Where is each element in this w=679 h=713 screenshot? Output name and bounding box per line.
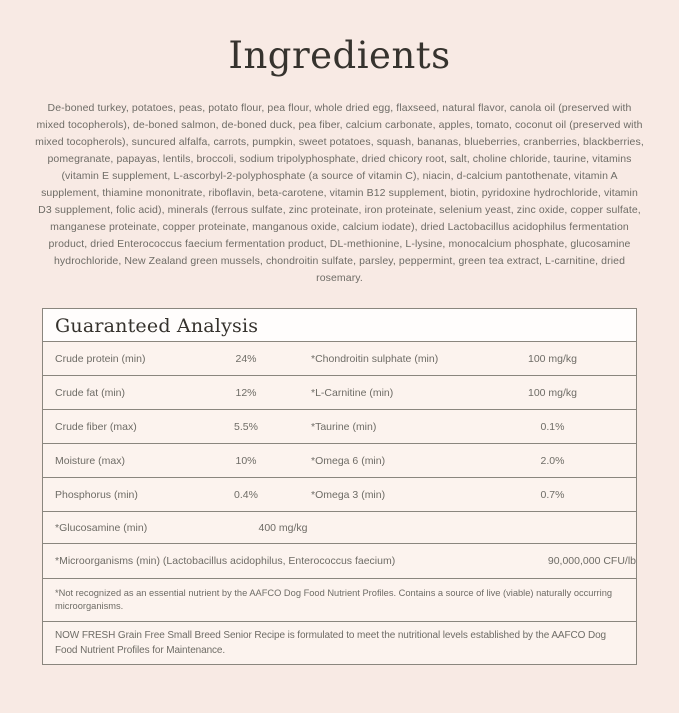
row-label-right: *Taurine (min) — [311, 420, 377, 433]
analysis-row-crude-fiber: Crude fiber (max) 5.5% *Taurine (min) 0.… — [43, 410, 636, 444]
row-label-right: *L-Carnitine (min) — [311, 386, 394, 399]
analysis-row-moisture: Moisture (max) 10% *Omega 6 (min) 2.0% — [43, 444, 636, 478]
row-value-left: 400 mg/kg — [258, 521, 308, 534]
analysis-row-phosphorus: Phosphorus (min) 0.4% *Omega 3 (min) 0.7… — [43, 478, 636, 512]
row-value-right: 0.7% — [540, 488, 565, 501]
guaranteed-analysis-panel: Guaranteed Analysis Crude protein (min) … — [42, 308, 637, 665]
row-label-left: Phosphorus (min) — [55, 488, 138, 501]
row-label-right: *Omega 6 (min) — [311, 454, 386, 467]
row-label-left: *Microorganisms (min) (Lactobacillus aci… — [55, 555, 396, 567]
analysis-row-microorganisms: *Microorganisms (min) (Lactobacillus aci… — [43, 544, 636, 579]
row-label-left: Crude protein (min) — [55, 352, 146, 365]
row-label-left: Crude fiber (max) — [55, 420, 137, 433]
row-value-right: 100 mg/kg — [527, 386, 578, 399]
row-value-right: 0.1% — [540, 420, 565, 433]
row-value-right: 2.0% — [540, 454, 565, 467]
row-label-right: *Omega 3 (min) — [311, 488, 386, 501]
ingredients-paragraph: De-boned turkey, potatoes, peas, potato … — [35, 102, 644, 284]
product-label-page: Ingredients De-boned turkey, potatoes, p… — [0, 34, 679, 713]
row-value-left: 5.5% — [234, 420, 258, 433]
analysis-row-crude-protein: Crude protein (min) 24% *Chondroitin sul… — [43, 342, 636, 376]
analysis-row-glucosamine: *Glucosamine (min) 400 mg/kg — [43, 512, 636, 544]
page-title: Ingredients — [228, 34, 451, 77]
aafco-footnote: *Not recognized as an essential nutrient… — [43, 579, 636, 622]
row-label-left: Moisture (max) — [55, 454, 126, 467]
row-value-right: 90,000,000 CFU/lb — [547, 555, 636, 567]
row-value-right: 100 mg/kg — [527, 352, 578, 365]
aafco-statement: NOW FRESH Grain Free Small Breed Senior … — [55, 630, 607, 656]
row-value-left: 24% — [235, 352, 257, 365]
row-value-left: 12% — [235, 386, 257, 399]
row-label-right: *Chondroitin sulphate (min) — [311, 352, 439, 365]
row-value-left: 0.4% — [234, 488, 258, 501]
row-label-left: Crude fat (min) — [55, 386, 126, 399]
panel-heading: Guaranteed Analysis — [43, 309, 636, 342]
row-value-left: 10% — [235, 454, 257, 467]
row-label-left: *Glucosamine (min) — [55, 521, 148, 534]
analysis-row-crude-fat: Crude fat (min) 12% *L-Carnitine (min) 1… — [43, 376, 636, 410]
